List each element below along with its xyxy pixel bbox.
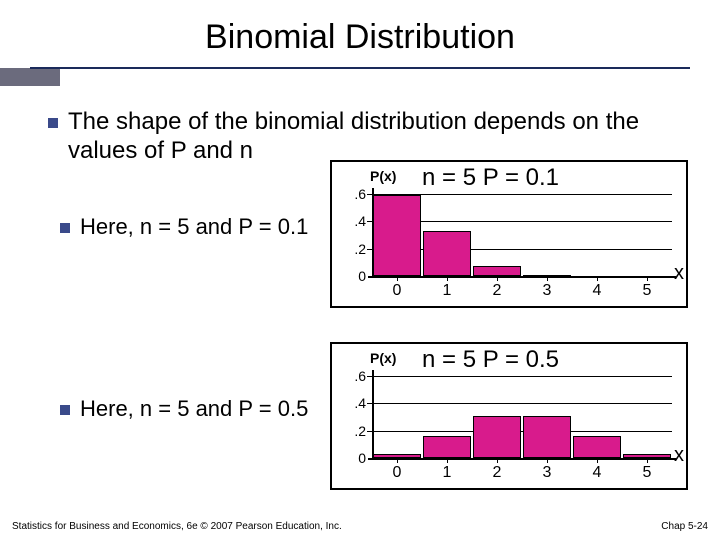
bullet-sub2-row: Here, n = 5 and P = 0.5 (60, 396, 320, 422)
bullet-icon (60, 405, 70, 415)
bar (473, 266, 521, 276)
x-tick-label: 1 (443, 464, 452, 482)
x-tick-label: 4 (593, 282, 602, 300)
y-tick-label: .6 (342, 368, 366, 384)
chart-title: n = 5 P = 0.1 (422, 164, 559, 192)
x-tick-label: 2 (493, 282, 502, 300)
bullet-sub1-row: Here, n = 5 and P = 0.1 (60, 214, 320, 240)
bar (473, 416, 521, 458)
x-tick-label: 4 (593, 464, 602, 482)
y-tick-label: .4 (342, 395, 366, 411)
accent-bar (0, 68, 60, 86)
x-tick-label: 1 (443, 282, 452, 300)
page-title: Binomial Distribution (0, 18, 720, 57)
x-tick-label: 0 (393, 282, 402, 300)
y-axis-label: P(x) (370, 350, 396, 366)
y-axis-label: P(x) (370, 168, 396, 184)
x-axis-label: x (674, 444, 684, 467)
chart-title: n = 5 P = 0.5 (422, 346, 559, 374)
bullet-main-text: The shape of the binomial distribution d… (68, 108, 688, 166)
x-tick-label: 0 (393, 464, 402, 482)
x-tick-label: 3 (543, 464, 552, 482)
bullet-icon (48, 118, 58, 128)
bar (373, 195, 421, 276)
y-tick-label: .6 (342, 186, 366, 202)
bullet-main-row: The shape of the binomial distribution d… (48, 108, 688, 166)
title-underline (30, 67, 690, 69)
x-tick-label: 5 (643, 464, 652, 482)
footer-right: Chap 5-24 (661, 521, 708, 532)
x-axis-label: x (674, 262, 684, 285)
chart-2: P(x) n = 5 P = 0.5 .6 .4 .2 0 0 1 2 3 4 5 x (330, 342, 688, 490)
x-tick-label: 5 (643, 282, 652, 300)
bar (573, 436, 621, 458)
bar (423, 436, 471, 458)
bar (423, 231, 471, 276)
y-tick-label: 0 (342, 450, 366, 466)
chart-1: P(x) n = 5 P = 0.1 .6 .4 .2 0 0 1 2 3 4 5 x (330, 160, 688, 308)
footer-left: Statistics for Business and Economics, 6… (12, 521, 342, 532)
x-tick-label: 3 (543, 282, 552, 300)
bar (523, 416, 571, 458)
y-tick-label: .2 (342, 241, 366, 257)
bullet-icon (60, 223, 70, 233)
bullet-sub2-text: Here, n = 5 and P = 0.5 (80, 396, 308, 422)
y-tick-label: .2 (342, 423, 366, 439)
title-block: Binomial Distribution (0, 18, 720, 69)
bullet-sub1-text: Here, n = 5 and P = 0.1 (80, 214, 308, 240)
y-tick-label: .4 (342, 213, 366, 229)
y-tick-label: 0 (342, 268, 366, 284)
x-tick-label: 2 (493, 464, 502, 482)
